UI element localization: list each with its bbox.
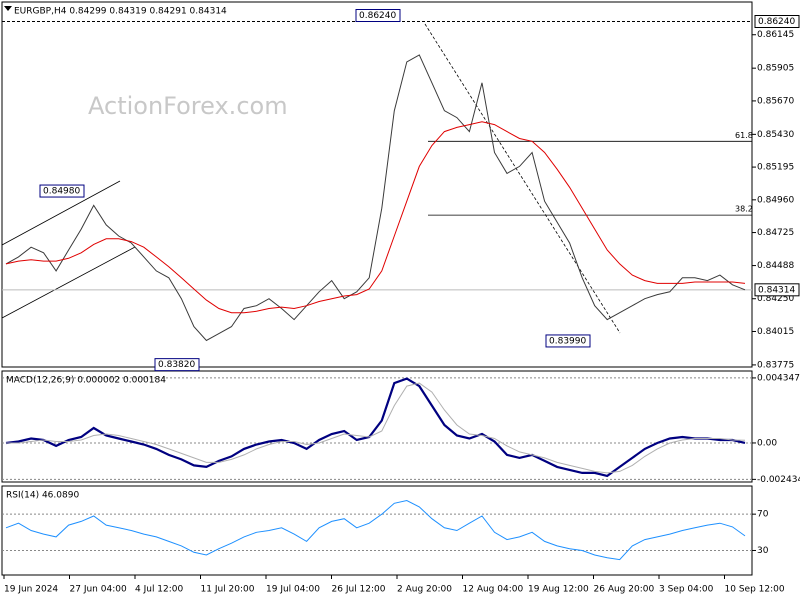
series-line	[5, 377, 746, 478]
x-tick-label: 19 Jun 2024	[4, 585, 58, 595]
panel-title: EURGBP,H4 0.84299 0.84319 0.84291 0.8431…	[14, 7, 227, 17]
annotation-label: 0.86240	[359, 11, 396, 21]
annotation-box	[355, 9, 401, 23]
annotation-box	[39, 184, 85, 198]
y-tick-label: 0.84960	[757, 195, 794, 205]
y-tick-label: 70	[757, 510, 769, 520]
y-tick-label: 0.84250	[757, 294, 794, 304]
menu-arrow	[4, 6, 12, 11]
y-tick-label: 30	[757, 546, 769, 556]
y-tick-label: 0.86145	[757, 30, 794, 40]
x-tick-label: 11 Jul 20:00	[201, 585, 255, 595]
series-line	[6, 382, 746, 474]
x-tick-label: 3 Sep 04:00	[659, 585, 714, 595]
trend-line	[424, 23, 621, 334]
channel-line	[1, 180, 121, 246]
y-tick-label: -0.002434	[757, 475, 800, 485]
fib-label: 38.2	[735, 205, 753, 214]
price-panel	[1, 1, 753, 368]
panel-title: MACD(12,26,9) 0.000002 0.000184	[6, 376, 166, 386]
series-line	[5, 499, 746, 561]
y-tick-label: 0.85195	[757, 163, 794, 173]
x-tick-label: 27 Jun 04:00	[70, 585, 127, 595]
x-tick-label: 19 Jul 04:00	[266, 585, 320, 595]
annotation-label: 0.83820	[158, 360, 195, 370]
y-tick-label: 0.85430	[757, 130, 794, 140]
x-tick-label: 26 Jul 12:00	[332, 585, 386, 595]
y-tick-label: 0.83775	[757, 360, 794, 370]
channel-line	[1, 246, 136, 319]
macd-panel	[1, 370, 753, 483]
marker-box	[754, 283, 800, 297]
y-tick-label: 0.004347	[757, 373, 800, 383]
watermark: ActionForex.com	[88, 92, 288, 120]
panel-title: RSI(14) 46.0890	[6, 491, 79, 501]
annotation-label: 0.83990	[549, 336, 586, 346]
x-tick-label: 12 Aug 04:00	[463, 585, 524, 595]
annotation-label: 0.84980	[43, 187, 80, 197]
y-tick-label: 0.84488	[757, 261, 794, 271]
y-tick-label: 0.84015	[757, 327, 794, 337]
marker-label: 0.84314	[758, 285, 795, 295]
annotation-box	[545, 334, 591, 348]
marker-label: 0.86240	[758, 17, 795, 27]
series-line	[5, 54, 746, 342]
series-line	[5, 121, 746, 314]
x-tick-label: 19 Aug 12:00	[528, 585, 589, 595]
annotation-box	[154, 358, 200, 372]
fib-label: 61.8	[735, 131, 753, 140]
x-tick-label: 2 Aug 20:00	[397, 585, 452, 595]
y-tick-label: 0.84725	[757, 228, 794, 238]
y-tick-label: 0.85905	[757, 64, 794, 74]
x-tick-label: 26 Aug 20:00	[594, 585, 655, 595]
x-tick-label: 4 Jul 12:00	[135, 585, 184, 595]
rsi-panel	[1, 485, 753, 576]
marker-box	[754, 15, 800, 29]
x-tick-label: 10 Sep 12:00	[725, 585, 785, 595]
y-tick-label: 0.85670	[757, 96, 794, 106]
y-tick-label: 0.00	[757, 438, 777, 448]
